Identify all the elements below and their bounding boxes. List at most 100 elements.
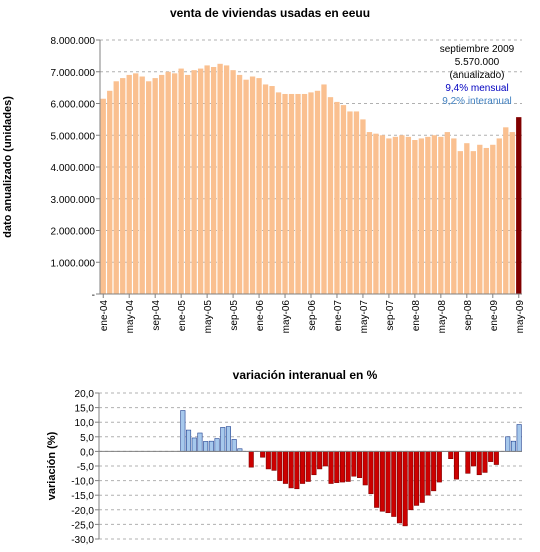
x-tick-label: sep-08 — [463, 300, 474, 331]
y-tick-label: -5,0 — [77, 462, 95, 473]
bar — [490, 144, 496, 294]
bar-negative — [425, 451, 431, 496]
y-tick-label: 1.000.000 — [51, 258, 96, 269]
bar-negative — [300, 451, 306, 484]
bar — [360, 119, 366, 294]
bar — [184, 74, 191, 294]
bar-negative — [482, 451, 488, 473]
bar — [399, 135, 405, 294]
bar-negative — [402, 451, 408, 527]
chart-title: variación interanual en % — [233, 368, 378, 382]
bar — [353, 111, 360, 294]
bar — [191, 70, 197, 294]
bar — [249, 76, 256, 294]
bar-negative — [277, 451, 283, 481]
bar — [347, 111, 353, 294]
x-tick-label: may-09 — [515, 300, 526, 334]
bar — [152, 78, 158, 294]
y-tick-label: -10,0 — [71, 477, 94, 488]
bar — [210, 66, 217, 294]
bar-negative — [317, 451, 323, 470]
bar — [236, 74, 243, 294]
bar — [412, 140, 418, 294]
bar-negative — [476, 451, 482, 476]
bar — [366, 132, 373, 294]
bar — [204, 65, 210, 295]
bar-negative — [334, 451, 340, 483]
bar-positive — [180, 410, 186, 452]
bar-negative — [368, 451, 374, 495]
bar-negative — [271, 451, 277, 471]
bar — [275, 92, 282, 294]
bar-positive — [186, 429, 192, 452]
y-tick-label: 0,0 — [80, 447, 94, 458]
bar — [503, 127, 509, 294]
bar — [425, 136, 431, 294]
bar — [100, 98, 106, 294]
y-tick-label: -30,0 — [71, 535, 94, 546]
bar — [444, 132, 451, 294]
y-tick-label: 7.000.000 — [51, 68, 96, 79]
bar — [256, 78, 262, 294]
bar — [113, 81, 119, 295]
bar-positive — [208, 440, 214, 452]
bar-positive — [505, 436, 511, 452]
bar — [431, 135, 438, 294]
bar — [451, 138, 457, 294]
bar-negative — [396, 451, 402, 524]
bar-negative — [431, 451, 437, 492]
bar — [126, 74, 132, 294]
bar-negative — [453, 451, 459, 480]
bar-negative — [408, 451, 414, 511]
bar — [230, 70, 236, 294]
bar — [464, 143, 470, 294]
bar — [197, 68, 204, 294]
y-tick-label: 5,0 — [80, 433, 94, 444]
x-tick-label: ene-06 — [255, 300, 266, 332]
bar — [301, 93, 308, 294]
bar-negative — [448, 451, 454, 459]
bar — [405, 136, 412, 294]
bar-negative — [362, 451, 368, 486]
bar — [262, 84, 269, 294]
bar-negative — [265, 451, 271, 470]
x-tick-label: ene-07 — [333, 300, 344, 332]
bar — [386, 138, 392, 294]
y-tick-label: -25,0 — [71, 520, 94, 531]
bar-positive — [510, 440, 516, 452]
y-tick-label: 2.000.000 — [51, 227, 96, 238]
bar — [107, 90, 113, 294]
x-tick-label: sep-04 — [151, 300, 162, 331]
bar-negative — [282, 451, 288, 484]
bar — [418, 138, 425, 294]
bar-positive — [203, 441, 209, 452]
bar-negative — [288, 451, 294, 489]
bar-negative — [345, 451, 351, 482]
bar-negative — [294, 451, 300, 490]
y-tick-label: 5.000.000 — [51, 131, 96, 142]
x-tick-label: may-04 — [125, 300, 136, 334]
bar-negative — [471, 451, 477, 467]
annotation-date: septiembre 2009 — [440, 44, 515, 55]
bar — [165, 71, 171, 294]
bar-negative — [414, 451, 420, 506]
y-tick-label: 3.000.000 — [51, 195, 96, 206]
x-tick-label: may-05 — [203, 300, 214, 334]
bar-negative — [260, 451, 266, 458]
bar-negative — [436, 451, 442, 483]
annotation-value: 5.570.000 — [455, 57, 500, 68]
bar — [509, 132, 515, 294]
bar — [178, 68, 184, 294]
bar-highlight — [516, 117, 522, 294]
yoy-variation-chart: variación interanual en % -30,0 -25,0 -20,0… — [46, 368, 522, 546]
bar — [477, 144, 483, 294]
x-tick-label: sep-07 — [385, 300, 396, 331]
y-tick-label: 6.000.000 — [51, 100, 96, 111]
bar — [496, 138, 502, 294]
bar — [314, 90, 321, 294]
bar — [139, 76, 145, 294]
bar-negative — [357, 451, 363, 478]
bar-negative — [419, 451, 425, 503]
bar — [295, 93, 301, 294]
